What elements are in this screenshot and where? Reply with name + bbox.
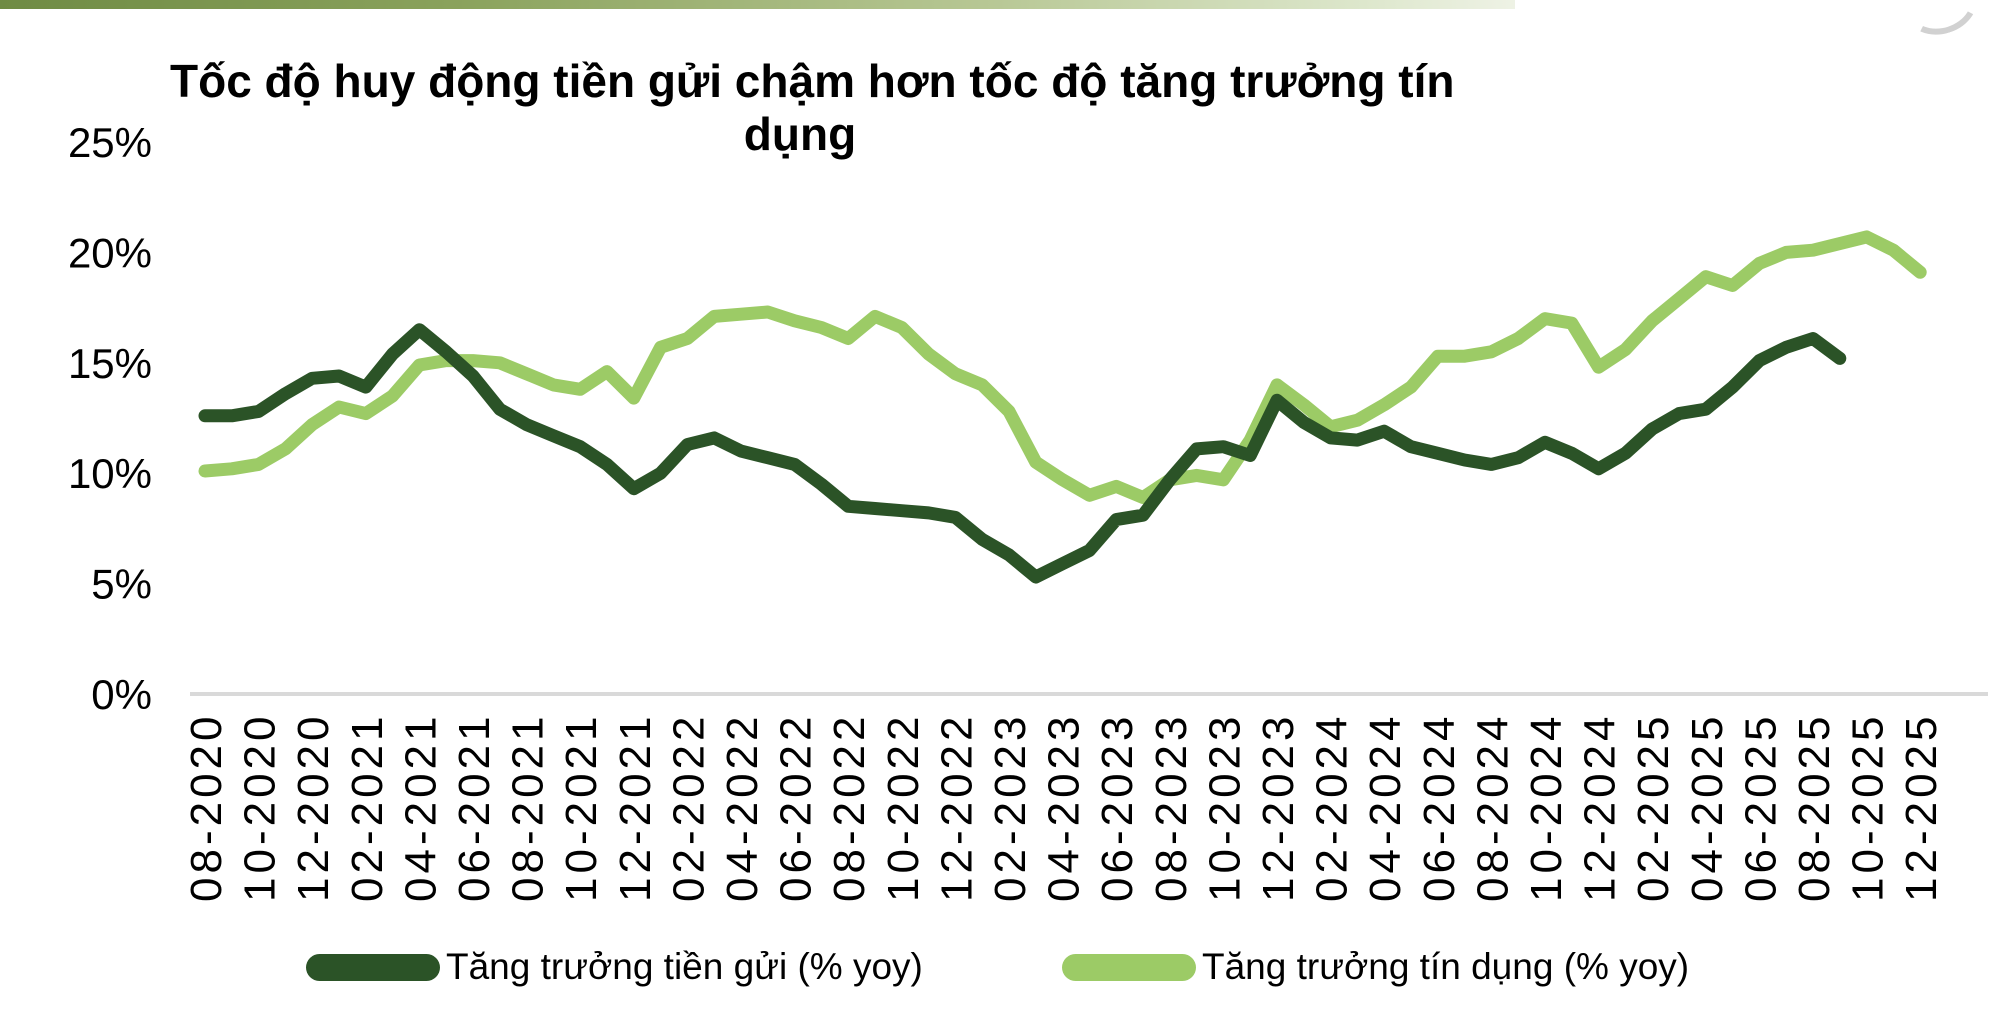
x-tick-label: 08-2025: [1790, 713, 1839, 902]
top-accent-bar: [0, 0, 1515, 9]
x-tick-label: 10-2022: [879, 713, 928, 902]
x-tick-label: 10-2024: [1522, 713, 1571, 902]
x-tick-label: 04-2022: [718, 713, 767, 902]
y-tick-label: 10%: [68, 450, 152, 497]
x-tick-label: 10-2023: [1200, 713, 1249, 902]
x-tick-label: 12-2025: [1897, 713, 1946, 902]
y-tick-label: 0%: [91, 671, 152, 718]
chart-title-line2: dụng: [743, 108, 857, 160]
x-tick-label: 12-2022: [932, 713, 981, 902]
x-tick-label: 12-2024: [1576, 713, 1625, 902]
y-tick-label: 20%: [68, 229, 152, 276]
x-tick-label: 06-2024: [1415, 713, 1464, 902]
x-tick-label: 06-2025: [1736, 713, 1785, 902]
x-tick-label: 02-2021: [343, 713, 392, 902]
x-tick-label: 12-2020: [289, 713, 338, 902]
x-tick-label: 06-2021: [450, 713, 499, 902]
chart-legend: Tăng trưởng tiền gửi (% yoy) Tăng trưởng…: [0, 936, 2000, 1006]
legend-swatch-deposit-icon: [306, 953, 440, 981]
x-tick-label: 12-2021: [611, 713, 660, 902]
legend-label-credit: Tăng trưởng tín dụng (% yoy): [1202, 946, 1690, 987]
x-tick-label: 04-2025: [1683, 713, 1732, 902]
legend-swatch-credit-icon: [1062, 953, 1196, 981]
x-tick-label: 08-2021: [504, 713, 553, 902]
deposit-growth-line: [198, 323, 1847, 584]
y-tick-label: 5%: [91, 561, 152, 608]
chart-title: Tốc độ huy động tiền gửi chậm hơn tốc độ…: [170, 55, 1455, 161]
x-tick-label: 08-2023: [1147, 713, 1196, 902]
chart-title-line1: Tốc độ huy động tiền gửi chậm hơn tốc độ…: [170, 55, 1455, 107]
x-tick-label: 04-2023: [1040, 713, 1089, 902]
x-tick-label: 12-2023: [1254, 713, 1303, 902]
y-tick-label: 15%: [68, 340, 152, 387]
x-tick-label: 04-2024: [1361, 713, 1410, 902]
x-tick-label: 10-2021: [557, 713, 606, 902]
x-tick-label: 04-2021: [396, 713, 445, 902]
credit-growth-line: [198, 230, 1927, 504]
x-tick-label: 02-2022: [664, 713, 713, 902]
y-tick-label: 25%: [68, 119, 152, 166]
x-tick-label: 06-2023: [1093, 713, 1142, 902]
x-tick-label: 02-2023: [986, 713, 1035, 902]
x-tick-label: 08-2024: [1468, 713, 1517, 902]
legend-item-credit: Tăng trưởng tín dụng (% yoy): [1062, 946, 1689, 988]
legend-item-deposit: Tăng trưởng tiền gửi (% yoy): [306, 946, 923, 988]
x-tick-label: 10-2020: [236, 713, 285, 902]
legend-label-deposit: Tăng trưởng tiền gửi (% yoy): [446, 946, 923, 987]
x-tick-label: 08-2020: [182, 713, 231, 902]
x-tick-label: 06-2022: [772, 713, 821, 902]
x-tick-label: 08-2022: [825, 713, 874, 902]
x-tick-label: 10-2025: [1844, 713, 1893, 902]
x-tick-label: 02-2024: [1308, 713, 1357, 902]
x-tick-label: 02-2025: [1629, 713, 1678, 902]
